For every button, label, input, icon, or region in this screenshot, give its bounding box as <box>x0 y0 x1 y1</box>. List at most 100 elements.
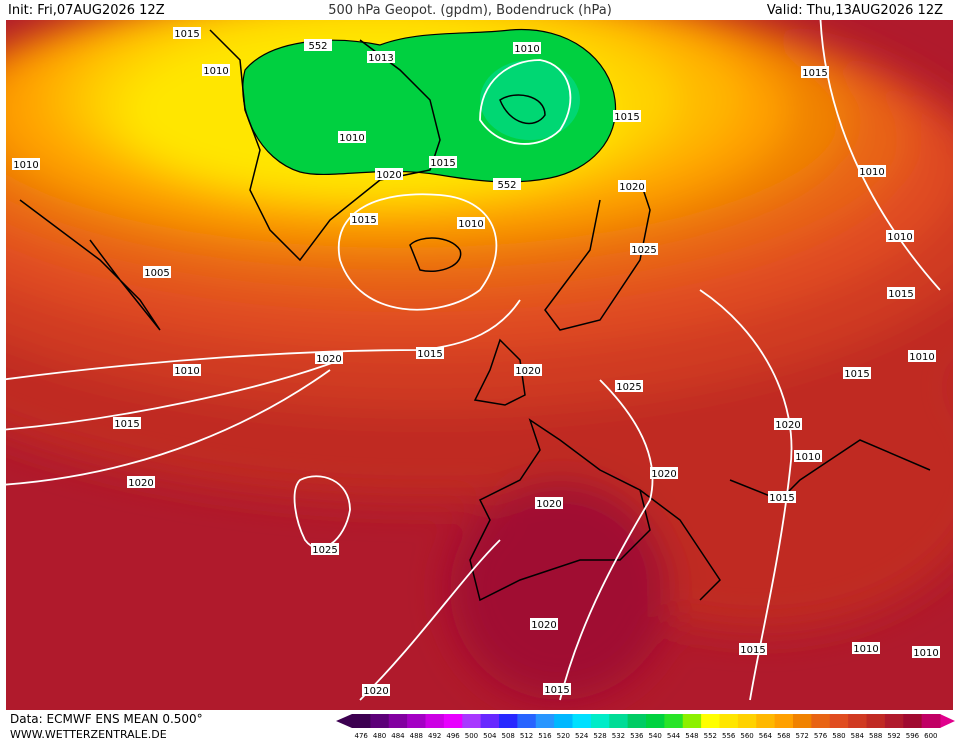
isobar-label-box <box>304 39 332 51</box>
isobar-label: 1010 <box>203 66 228 77</box>
isobar-label: 1020 <box>531 620 556 631</box>
isobar-label-box <box>429 156 457 168</box>
isobar-label-box <box>457 217 485 229</box>
colorbar-label: 592 <box>887 732 900 740</box>
isobar-label: 1010 <box>859 167 884 178</box>
isobar-label-box <box>530 618 558 630</box>
isobar-label-box <box>887 287 915 299</box>
colorbar-label: 524 <box>575 732 589 740</box>
colorbar-label: 544 <box>667 732 681 740</box>
colorbar-label: 484 <box>391 732 405 740</box>
colorbar-label: 496 <box>446 732 460 740</box>
colorbar-swatch <box>627 714 647 728</box>
colorbar-label: 512 <box>520 732 533 740</box>
isobars <box>6 20 941 701</box>
isobar-label-box <box>618 180 646 192</box>
colorbar-label: 572 <box>796 732 809 740</box>
isobar-label-box <box>367 51 395 63</box>
colorbar-swatch <box>756 714 776 728</box>
colorbar-swatch <box>701 714 720 728</box>
isobar-label-box <box>315 352 343 364</box>
colorbar-swatch <box>352 714 371 728</box>
colorbar-label: 528 <box>593 732 606 740</box>
isobar-label: 1015 <box>351 215 376 226</box>
isobar-label-box <box>801 66 829 78</box>
isobar-label: 1010 <box>909 352 934 363</box>
isobar-label: 1010 <box>514 44 539 55</box>
isobar-label-box <box>543 683 571 695</box>
colorbar-swatch <box>462 714 482 728</box>
isobar-label: 1020 <box>363 686 388 697</box>
colorbar-swatch <box>737 714 757 728</box>
colorbar-swatch <box>499 714 518 728</box>
isobar-label-box <box>774 418 802 430</box>
isobar-label: 1020 <box>515 366 540 377</box>
isobar-label-box <box>794 450 822 462</box>
colorbar-swatch <box>866 714 886 728</box>
colorbar-label: 476 <box>355 732 369 740</box>
colorbar-label: 596 <box>906 732 920 740</box>
isobar-label: 1025 <box>312 545 337 556</box>
isobar-label: 1015 <box>844 369 869 380</box>
colorbar-swatch <box>407 714 426 728</box>
website: WWW.WETTERZENTRALE.DE <box>10 728 167 741</box>
colorbar-label: 600 <box>924 732 937 740</box>
isobar-label-box <box>858 165 886 177</box>
isobar-label: 1015 <box>802 68 827 79</box>
colorbar-swatch <box>609 714 629 728</box>
map-title: 500 hPa Geopot. (gpdm), Bodendruck (hPa) <box>328 3 612 18</box>
isobar-label: 1010 <box>887 232 912 243</box>
coastlines <box>19 29 931 602</box>
colorbar-label: 548 <box>685 732 698 740</box>
isobar-label: 1010 <box>13 160 38 171</box>
colorbar-swatch <box>903 714 923 728</box>
isobar-label-box <box>362 684 390 696</box>
isobar-label: 1015 <box>174 29 199 40</box>
colorbar-label: 532 <box>612 732 625 740</box>
colorbar-label: 568 <box>777 732 790 740</box>
isobar-label-box <box>143 266 171 278</box>
colorbar-label: 504 <box>483 732 497 740</box>
isobar-label-box <box>202 64 230 76</box>
colorbar-swatch <box>848 714 867 728</box>
colorbar-swatch <box>535 714 555 728</box>
isobar-label: 1005 <box>144 268 169 279</box>
isobar-label: 1015 <box>114 419 139 430</box>
isobar-label: 1010 <box>853 644 878 655</box>
isobar-label-box <box>535 497 563 509</box>
colorbar-arrow-left <box>336 714 352 728</box>
isobar-label-box <box>886 230 914 242</box>
isobar-label-box <box>514 364 542 376</box>
colorbar-label: 540 <box>649 732 662 740</box>
isobar-label-box <box>127 476 155 488</box>
colorbar-swatch <box>811 714 831 728</box>
isobar-label-box <box>311 543 339 555</box>
isobar-label-box <box>350 213 378 225</box>
isobar-label-box <box>650 467 678 479</box>
colorbar-arrow-right <box>940 714 955 728</box>
isobar-label-box <box>513 42 541 54</box>
isobar-label-box <box>416 347 444 359</box>
colorbar-swatch <box>425 714 445 728</box>
colorbar-swatch <box>388 714 408 728</box>
isobar-label: 1020 <box>376 170 401 181</box>
isobar-label: 1020 <box>619 182 644 193</box>
colorbar-swatch <box>829 714 849 728</box>
isobar-label-box <box>375 168 403 180</box>
isobar-label: 1010 <box>913 648 938 659</box>
isobar-label: 552 <box>497 180 516 191</box>
colorbar-label: 564 <box>759 732 773 740</box>
colorbar-swatch <box>517 714 537 728</box>
colorbar-label: 536 <box>630 732 644 740</box>
colorbar-swatch <box>793 714 812 728</box>
colorbar-label: 588 <box>869 732 882 740</box>
isobar-label: 1010 <box>795 452 820 463</box>
isobar-label-box <box>493 178 521 190</box>
colorbar-label: 580 <box>832 732 845 740</box>
isobar-label-box <box>852 642 880 654</box>
colorbar-swatch <box>682 714 702 728</box>
isobar-label-box <box>768 491 796 503</box>
isobar-label: 1020 <box>775 420 800 431</box>
colorbar-label: 508 <box>502 732 515 740</box>
